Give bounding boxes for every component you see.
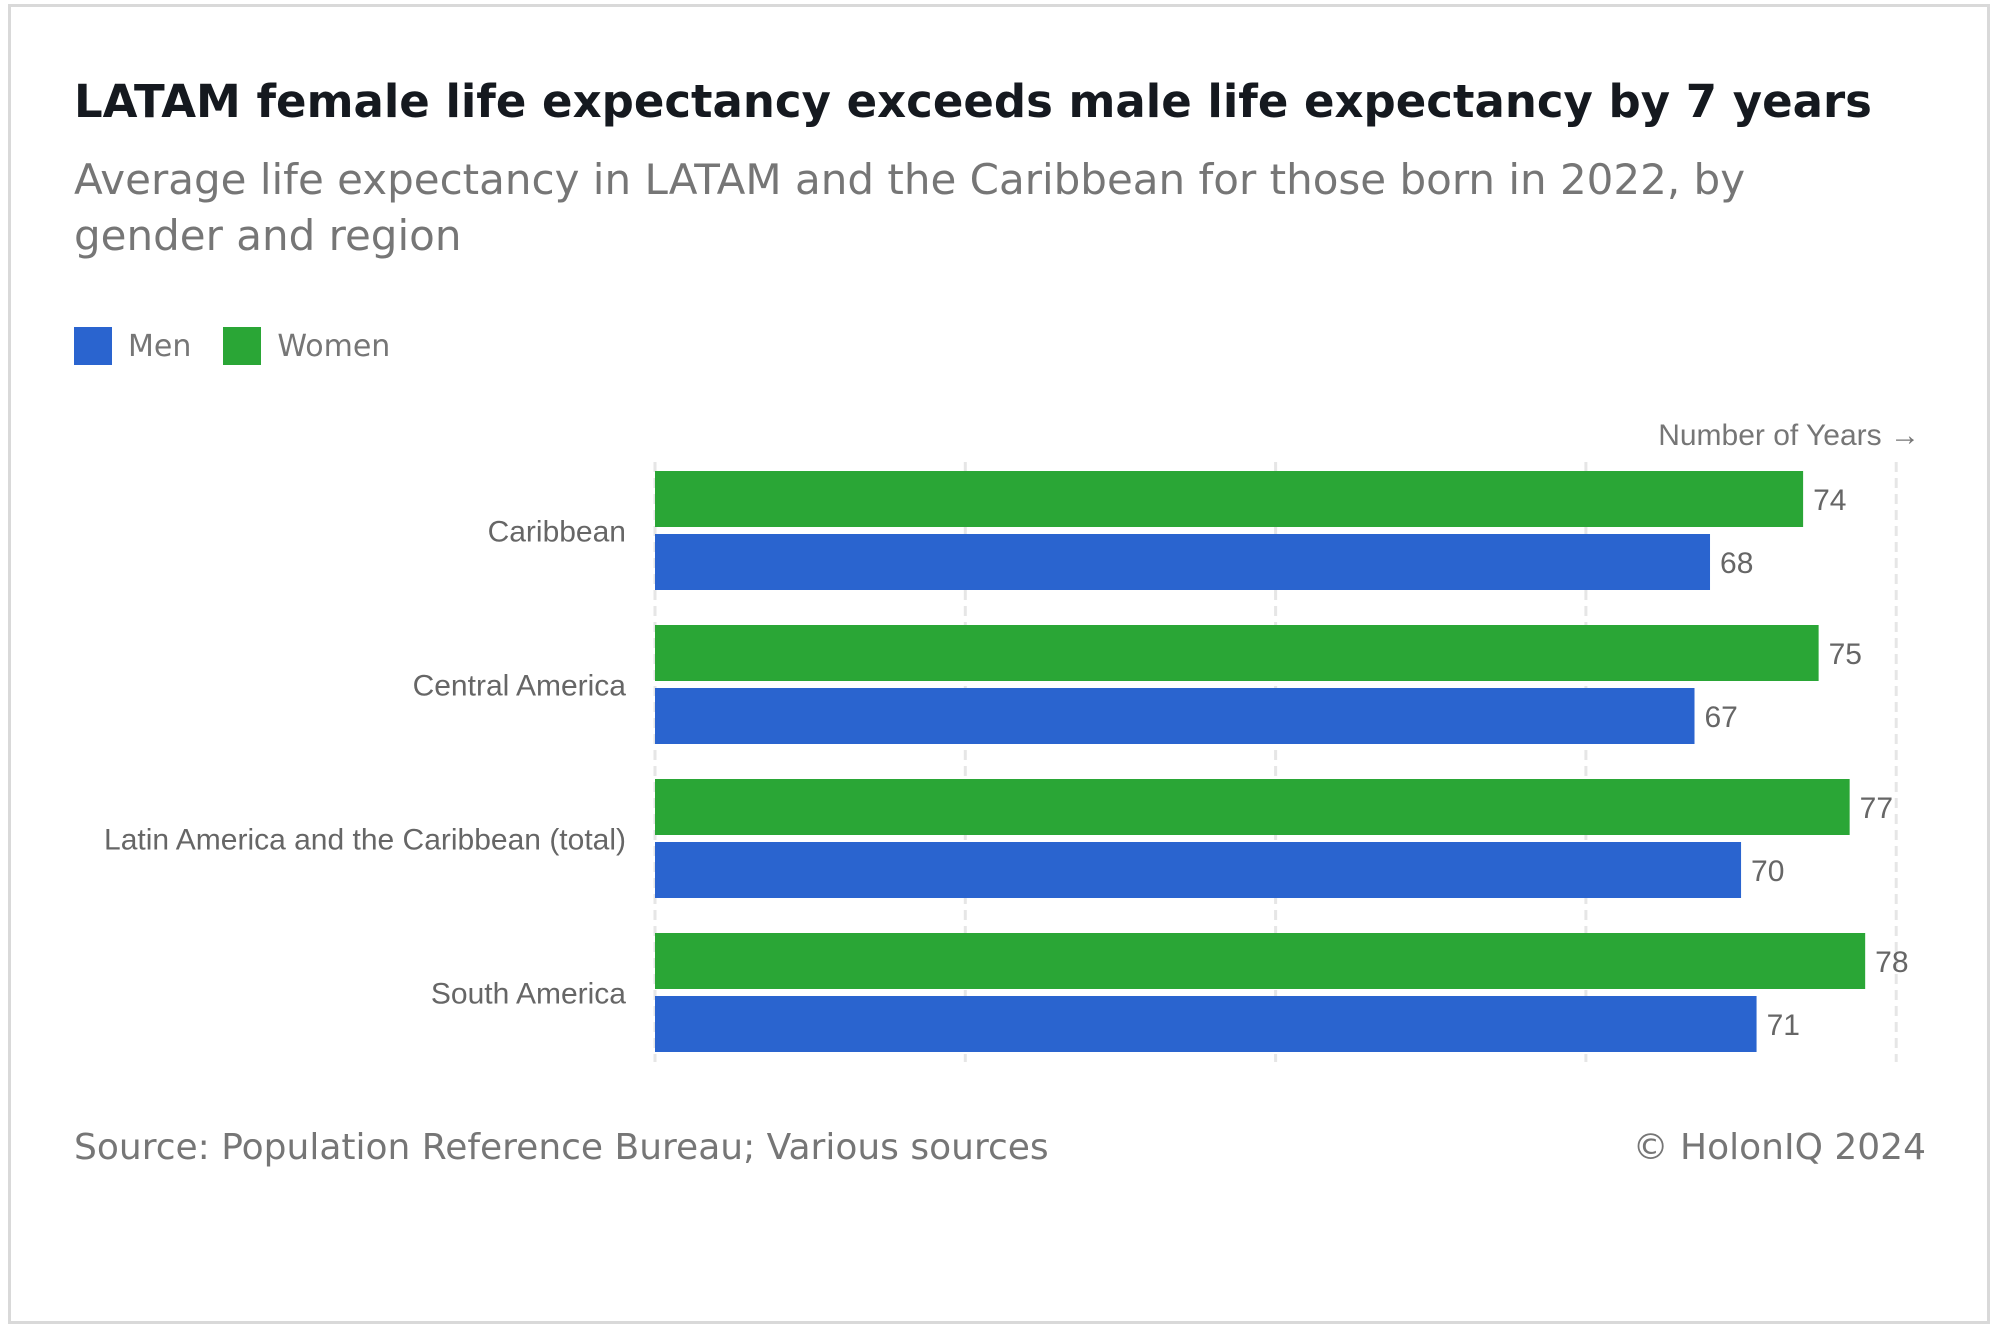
data-label: 78 (1875, 946, 1908, 979)
category-label: Latin America and the Caribbean (total) (104, 824, 626, 857)
women-bar (655, 779, 1850, 835)
legend-item-men[interactable]: Men (74, 327, 191, 365)
legend-item-women[interactable]: Women (223, 327, 390, 365)
women-bar (655, 471, 1804, 527)
legend-label-men: Men (128, 328, 192, 364)
chart-title: LATAM female life expectancy exceeds mal… (74, 75, 1872, 128)
men-bar (655, 996, 1757, 1052)
legend-label-women: Women (277, 328, 391, 364)
legend-swatch-women (223, 327, 262, 365)
data-label: 74 (1813, 484, 1846, 517)
x-axis-title: Number of Years → (1658, 419, 1920, 452)
legend-swatch-men (74, 327, 112, 365)
category-label: South America (431, 978, 626, 1011)
men-bar (655, 688, 1695, 744)
category-label: Central America (413, 670, 627, 703)
chart-subtitle: Average life expectancy in LATAM and the… (74, 155, 1746, 260)
data-label: 77 (1860, 792, 1893, 825)
men-bar (655, 534, 1711, 590)
men-bar (655, 842, 1742, 898)
data-label: 75 (1829, 638, 1862, 671)
source-note: Source: Population Reference Bureau; Var… (74, 1127, 1049, 1168)
women-bar (655, 933, 1866, 989)
category-label: Caribbean (488, 516, 626, 549)
legend: Men Women (74, 326, 422, 366)
data-label: 67 (1705, 701, 1738, 734)
data-label: 68 (1720, 547, 1753, 580)
women-bar (655, 625, 1819, 681)
data-label: 70 (1751, 855, 1784, 888)
data-label: 71 (1767, 1009, 1800, 1042)
copyright-note: © HolonIQ 2024 (1632, 1127, 1926, 1168)
